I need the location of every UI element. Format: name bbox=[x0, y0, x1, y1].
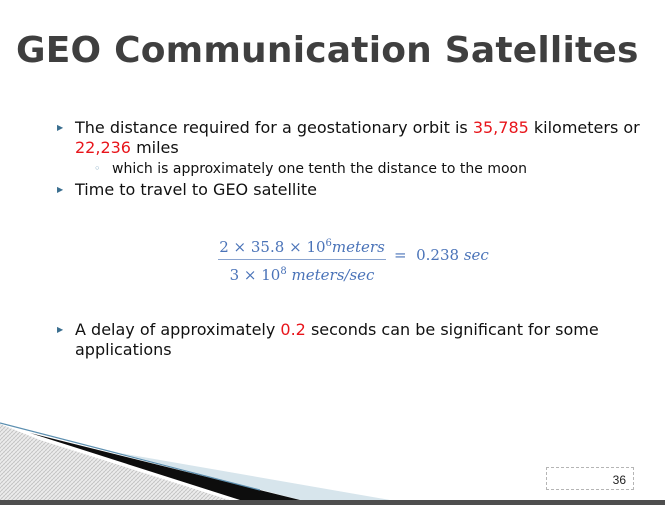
formula-fraction: 2 × 35.8 × 106meters 3 × 108 meters/sec bbox=[218, 233, 386, 286]
formula-exponent: 8 bbox=[280, 266, 287, 277]
formula-result: = 0.238 sec bbox=[394, 246, 489, 264]
formula-term: 2 bbox=[219, 238, 229, 256]
bullet-list: ▶ The distance required for a geostation… bbox=[56, 118, 646, 200]
bullet-text: The distance required for a geostationar… bbox=[75, 118, 473, 137]
travel-time-formula: 2 × 35.8 × 106meters 3 × 108 meters/sec … bbox=[218, 233, 498, 286]
page-number: 36 bbox=[546, 467, 634, 490]
bullet-item-distance: ▶ The distance required for a geostation… bbox=[56, 118, 646, 158]
page-title: GEO Communication Satellites bbox=[16, 30, 639, 71]
formula-term: 3 bbox=[229, 266, 240, 284]
bullet-text: Time to travel to GEO satellite bbox=[75, 180, 317, 199]
bottom-bar bbox=[0, 500, 665, 505]
bullet-item-travel-time: ▶ Time to travel to GEO satellite bbox=[56, 180, 646, 200]
formula-operator: × bbox=[233, 238, 247, 256]
formula-unit: meters bbox=[331, 238, 385, 256]
circle-bullet-icon: ◦ bbox=[94, 162, 101, 175]
triangle-bullet-icon: ▶ bbox=[57, 123, 64, 132]
formula-unit: meters/sec bbox=[291, 266, 375, 284]
formula-unit: sec bbox=[463, 246, 489, 264]
sub-bullet-text: which is approximately one tenth the dis… bbox=[112, 161, 527, 177]
sub-bullet-item-moon: ◦ which is approximately one tenth the d… bbox=[94, 158, 646, 180]
hatched-shape bbox=[0, 424, 245, 505]
formula-operator: = bbox=[394, 246, 407, 264]
formula-term: 35.8 bbox=[250, 238, 285, 256]
formula-term: 10 bbox=[261, 266, 281, 284]
fraction-bar bbox=[218, 259, 386, 260]
formula-operator: × bbox=[289, 238, 302, 256]
formula-exponent: 6 bbox=[325, 238, 332, 249]
triangle-bullet-icon: ▶ bbox=[57, 325, 64, 334]
miles-value: 22,236 bbox=[75, 138, 131, 157]
kilometers-value: 35,785 bbox=[472, 118, 529, 137]
bullet-text: A delay of approximately bbox=[75, 320, 281, 339]
formula-numerator: 2 × 35.8 × 106meters bbox=[218, 233, 386, 258]
formula-term: 10 bbox=[306, 238, 326, 256]
bullet-item-delay: ▶ A delay of approximately 0.2 seconds c… bbox=[56, 320, 646, 360]
light-blue-swoosh bbox=[120, 453, 390, 500]
bullet-text: seconds can be significant for some appl… bbox=[75, 320, 599, 359]
bullet-text: kilometers or bbox=[528, 118, 640, 137]
bullet-text: miles bbox=[130, 138, 179, 157]
formula-denominator: 3 × 108 meters/sec bbox=[218, 261, 386, 286]
triangle-bullet-icon: ▶ bbox=[57, 185, 64, 194]
delay-value: 0.2 bbox=[280, 320, 306, 339]
blue-line bbox=[0, 422, 261, 491]
formula-result-value: 0.238 bbox=[416, 246, 460, 264]
bullet-list-bottom: ▶ A delay of approximately 0.2 seconds c… bbox=[56, 320, 646, 360]
formula-operator: × bbox=[243, 266, 257, 284]
